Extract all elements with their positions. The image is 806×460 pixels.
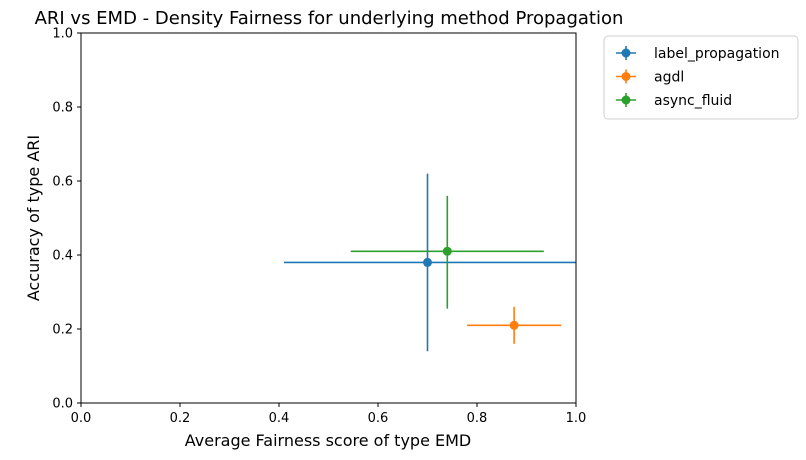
- x-tick-label: 0.0: [71, 411, 92, 426]
- x-tick-label: 0.6: [368, 411, 389, 426]
- legend-label: label_propagation: [654, 46, 780, 62]
- x-tick-label: 1.0: [566, 411, 587, 426]
- legend-item: async_fluid: [616, 93, 732, 109]
- data-point: [423, 257, 432, 267]
- series-agdl: [467, 306, 562, 344]
- series-async-fluid: [350, 195, 544, 309]
- y-tick-label: 0.8: [52, 101, 73, 116]
- data-point: [442, 246, 452, 256]
- y-axis-title: Accuracy of type ARI: [24, 135, 43, 301]
- legend-label: agdl: [654, 70, 684, 86]
- y-axis: 0.0 0.2 0.4 0.6 0.8 1.0: [52, 27, 81, 412]
- y-tick-label: 0.6: [52, 175, 73, 190]
- legend-marker-dot: [621, 95, 631, 105]
- y-tick-label: 0.0: [52, 397, 73, 412]
- plot-frame: [80, 32, 577, 404]
- x-tick-label: 0.8: [467, 411, 488, 426]
- x-axis: 0.0 0.2 0.4 0.6 0.8 1.0: [71, 403, 587, 426]
- series-label-propagation: [283, 173, 576, 352]
- plot-area: [283, 173, 576, 352]
- y-tick-label: 1.0: [52, 27, 73, 42]
- y-tick-label: 0.4: [52, 249, 73, 264]
- x-axis-title: Average Fairness score of type EMD: [185, 431, 471, 450]
- data-point: [509, 320, 519, 330]
- legend-marker-dot: [621, 48, 631, 58]
- legend-marker-dot: [621, 72, 631, 81]
- legend-item: agdl: [616, 69, 684, 86]
- x-tick-label: 0.4: [269, 411, 290, 426]
- legend-item: label_propagation: [616, 46, 780, 62]
- chart-title: ARI vs EMD - Density Fairness for underl…: [35, 8, 624, 29]
- legend-frame: [603, 35, 799, 120]
- y-tick-label: 0.2: [52, 323, 73, 338]
- x-tick-label: 0.2: [170, 411, 191, 426]
- legend-label: async_fluid: [654, 93, 732, 109]
